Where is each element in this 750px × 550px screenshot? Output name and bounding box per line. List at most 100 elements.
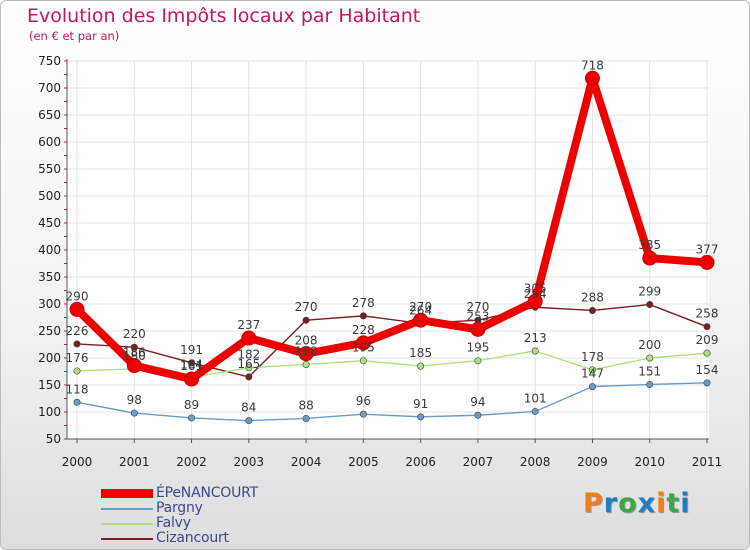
- data-point: [302, 414, 310, 422]
- data-point: [703, 379, 711, 387]
- data-label: 278: [352, 296, 375, 310]
- data-point: [584, 70, 600, 86]
- data-point: [474, 411, 482, 419]
- data-label: 154: [696, 363, 719, 377]
- data-label: 228: [352, 323, 375, 337]
- data-label: 96: [356, 394, 371, 408]
- data-label: 84: [241, 401, 256, 415]
- legend-swatch-falvy: [101, 523, 153, 525]
- data-point: [184, 371, 200, 387]
- data-label: 299: [638, 285, 661, 299]
- data-point: [69, 301, 85, 317]
- data-label: 220: [123, 327, 146, 341]
- x-tick-label: 2011: [692, 455, 723, 469]
- data-point: [73, 398, 81, 406]
- y-tick-label: 550: [38, 162, 61, 176]
- data-point: [417, 413, 425, 421]
- data-point: [413, 312, 429, 328]
- data-label: 89: [184, 398, 199, 412]
- data-point: [73, 340, 81, 348]
- data-label: 118: [66, 382, 89, 396]
- series-line-cizancourt: [76, 303, 708, 378]
- data-point: [302, 316, 310, 324]
- y-tick-label: 500: [38, 189, 61, 203]
- logo-letter: i: [656, 488, 667, 519]
- x-tick-label: 2002: [176, 455, 207, 469]
- x-tick-label: 2008: [520, 455, 551, 469]
- data-point: [130, 409, 138, 417]
- data-point: [130, 343, 138, 351]
- data-point: [302, 360, 310, 368]
- data-label: 253: [466, 309, 489, 323]
- data-label: 185: [409, 346, 432, 360]
- data-label: 165: [237, 357, 260, 371]
- logo-letter: x: [637, 488, 657, 519]
- data-label: 288: [581, 290, 604, 304]
- data-point: [417, 362, 425, 370]
- y-tick-label: 450: [38, 216, 61, 230]
- data-label: 101: [524, 391, 547, 405]
- data-label: 182: [237, 348, 260, 362]
- data-point: [355, 335, 371, 351]
- data-point: [646, 354, 654, 362]
- data-label: 718: [581, 58, 604, 72]
- y-tick-label: 600: [38, 135, 61, 149]
- data-point: [73, 367, 81, 375]
- legend-swatch-pargny: [101, 508, 153, 510]
- data-point: [588, 306, 596, 314]
- x-tick-label: 2001: [119, 455, 150, 469]
- data-point: [642, 250, 658, 266]
- data-point: [703, 323, 711, 331]
- data-point: [588, 383, 596, 391]
- data-label: 191: [180, 343, 203, 357]
- data-label: 294: [524, 287, 547, 301]
- data-point: [646, 380, 654, 388]
- data-label: 290: [66, 289, 89, 303]
- data-point: [245, 364, 253, 372]
- y-tick-label: 150: [38, 378, 61, 392]
- data-label: 94: [470, 395, 485, 409]
- series-line-épenancourt: [73, 74, 711, 384]
- data-label: 188: [295, 344, 318, 358]
- y-tick-label: 100: [38, 405, 61, 419]
- x-tick-label: 2007: [463, 455, 494, 469]
- data-label: 180: [123, 349, 146, 363]
- x-tick-label: 2005: [348, 455, 379, 469]
- y-tick-label: 400: [38, 243, 61, 257]
- y-tick-label: 350: [38, 270, 61, 284]
- data-point: [359, 312, 367, 320]
- data-label: 178: [581, 350, 604, 364]
- data-point: [699, 254, 715, 270]
- data-point: [126, 358, 142, 374]
- x-tick-label: 2009: [577, 455, 608, 469]
- y-tick-label: 650: [38, 108, 61, 122]
- data-label: 237: [237, 318, 260, 332]
- data-label: 98: [127, 393, 142, 407]
- data-point: [298, 346, 314, 362]
- data-label: 195: [352, 341, 375, 355]
- logo-letter: t: [666, 488, 681, 519]
- data-point: [703, 349, 711, 357]
- legend-label-cizancourt: Cizancourt: [156, 530, 229, 546]
- x-tick-label: 2000: [62, 455, 93, 469]
- data-label: 270: [466, 300, 489, 314]
- y-tick-label: 750: [38, 54, 61, 68]
- data-point: [531, 347, 539, 355]
- data-point: [359, 410, 367, 418]
- data-label: 208: [295, 334, 318, 348]
- data-label: 226: [66, 324, 89, 338]
- legend-label-falvy: Falvy: [156, 515, 191, 531]
- y-tick-label: 300: [38, 297, 61, 311]
- logo-letter: P: [583, 488, 604, 519]
- y-tick-label: 250: [38, 324, 61, 338]
- data-label: 151: [638, 364, 661, 378]
- data-point: [245, 417, 253, 425]
- data-label: 176: [66, 351, 89, 365]
- data-label: 147: [581, 367, 604, 381]
- y-tick-label: 700: [38, 81, 61, 95]
- data-label: 186: [123, 346, 146, 360]
- data-label: 258: [696, 307, 719, 321]
- legend-label-pargny: Pargny: [156, 500, 203, 516]
- legend-label-epenancourt: ÉPeNANCOURT: [156, 485, 259, 501]
